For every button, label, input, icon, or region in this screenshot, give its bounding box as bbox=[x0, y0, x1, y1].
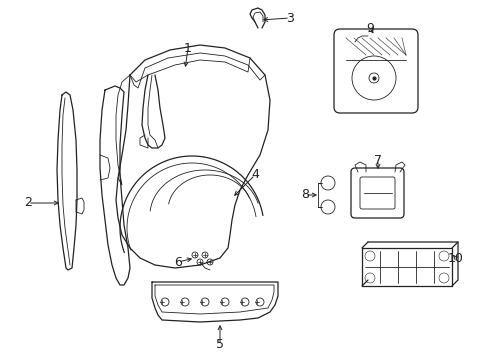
Text: 7: 7 bbox=[373, 153, 381, 166]
Text: 1: 1 bbox=[183, 41, 192, 54]
Text: 5: 5 bbox=[216, 338, 224, 351]
Text: 3: 3 bbox=[285, 12, 293, 24]
Text: 8: 8 bbox=[301, 189, 308, 202]
Text: 4: 4 bbox=[250, 168, 259, 181]
Text: 2: 2 bbox=[24, 197, 32, 210]
Text: 6: 6 bbox=[174, 256, 182, 269]
Text: 9: 9 bbox=[366, 22, 373, 35]
Text: 10: 10 bbox=[447, 252, 463, 265]
